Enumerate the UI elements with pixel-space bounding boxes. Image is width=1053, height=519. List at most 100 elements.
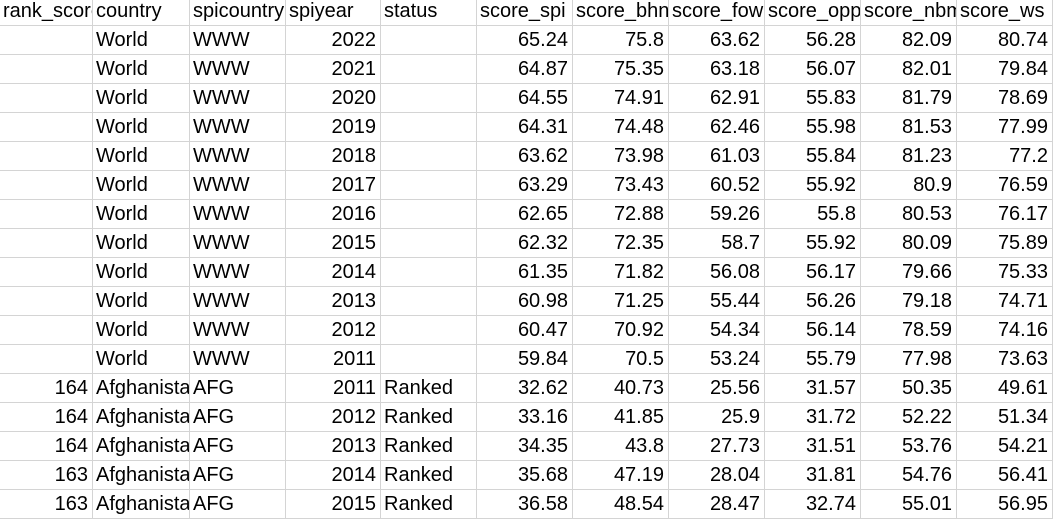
cell-spiyear[interactable]: 2012 bbox=[286, 403, 381, 432]
cell-score-fow[interactable]: 53.24 bbox=[669, 345, 765, 374]
cell-score-ws[interactable]: 77.2 bbox=[957, 142, 1053, 171]
cell-score-fow[interactable]: 25.56 bbox=[669, 374, 765, 403]
cell-status[interactable] bbox=[381, 171, 477, 200]
cell-spicountrycode[interactable]: WWW bbox=[190, 316, 286, 345]
cell-status[interactable]: Ranked bbox=[381, 490, 477, 519]
column-header-score-spi[interactable]: score_spi bbox=[477, 0, 573, 26]
cell-score-ws[interactable]: 56.41 bbox=[957, 461, 1053, 490]
cell-status[interactable] bbox=[381, 84, 477, 113]
cell-spicountrycode[interactable]: WWW bbox=[190, 171, 286, 200]
cell-spiyear[interactable]: 2014 bbox=[286, 461, 381, 490]
cell-country[interactable]: World bbox=[93, 84, 190, 113]
cell-score-opp[interactable]: 55.84 bbox=[765, 142, 861, 171]
cell-spiyear[interactable]: 2014 bbox=[286, 258, 381, 287]
cell-score-opp[interactable]: 31.51 bbox=[765, 432, 861, 461]
cell-score-opp[interactable]: 55.92 bbox=[765, 229, 861, 258]
cell-status[interactable] bbox=[381, 345, 477, 374]
cell-spiyear[interactable]: 2013 bbox=[286, 432, 381, 461]
cell-spicountrycode[interactable]: AFG bbox=[190, 461, 286, 490]
cell-spiyear[interactable]: 2011 bbox=[286, 374, 381, 403]
cell-spicountrycode[interactable]: AFG bbox=[190, 374, 286, 403]
cell-score-opp[interactable]: 56.14 bbox=[765, 316, 861, 345]
cell-score-ws[interactable]: 75.33 bbox=[957, 258, 1053, 287]
cell-status[interactable]: Ranked bbox=[381, 461, 477, 490]
cell-score-opp[interactable]: 56.26 bbox=[765, 287, 861, 316]
cell-score-fow[interactable]: 63.62 bbox=[669, 26, 765, 55]
cell-rank-score-spi[interactable] bbox=[0, 229, 93, 258]
cell-score-bhn[interactable]: 74.91 bbox=[573, 84, 669, 113]
cell-spiyear[interactable]: 2022 bbox=[286, 26, 381, 55]
cell-spiyear[interactable]: 2018 bbox=[286, 142, 381, 171]
cell-score-bhn[interactable]: 40.73 bbox=[573, 374, 669, 403]
cell-rank-score-spi[interactable]: 164 bbox=[0, 403, 93, 432]
cell-country[interactable]: Afghanistan bbox=[93, 461, 190, 490]
cell-score-spi[interactable]: 60.47 bbox=[477, 316, 573, 345]
cell-score-ws[interactable]: 77.99 bbox=[957, 113, 1053, 142]
cell-spiyear[interactable]: 2012 bbox=[286, 316, 381, 345]
cell-score-spi[interactable]: 63.29 bbox=[477, 171, 573, 200]
column-header-score-nbmn[interactable]: score_nbmn bbox=[861, 0, 957, 26]
cell-score-opp[interactable]: 55.98 bbox=[765, 113, 861, 142]
column-header-score-ws[interactable]: score_ws bbox=[957, 0, 1053, 26]
column-header-score-bhn[interactable]: score_bhn bbox=[573, 0, 669, 26]
cell-rank-score-spi[interactable] bbox=[0, 84, 93, 113]
cell-score-spi[interactable]: 62.65 bbox=[477, 200, 573, 229]
cell-score-bhn[interactable]: 71.25 bbox=[573, 287, 669, 316]
cell-score-opp[interactable]: 55.8 bbox=[765, 200, 861, 229]
cell-score-nbmn[interactable]: 81.23 bbox=[861, 142, 957, 171]
cell-rank-score-spi[interactable] bbox=[0, 200, 93, 229]
cell-spiyear[interactable]: 2011 bbox=[286, 345, 381, 374]
column-header-score-fow[interactable]: score_fow bbox=[669, 0, 765, 26]
cell-status[interactable]: Ranked bbox=[381, 432, 477, 461]
cell-score-ws[interactable]: 80.74 bbox=[957, 26, 1053, 55]
cell-score-opp[interactable]: 55.92 bbox=[765, 171, 861, 200]
cell-score-fow[interactable]: 58.7 bbox=[669, 229, 765, 258]
cell-rank-score-spi[interactable] bbox=[0, 113, 93, 142]
cell-score-bhn[interactable]: 70.92 bbox=[573, 316, 669, 345]
cell-score-bhn[interactable]: 70.5 bbox=[573, 345, 669, 374]
cell-score-fow[interactable]: 63.18 bbox=[669, 55, 765, 84]
cell-score-ws[interactable]: 75.89 bbox=[957, 229, 1053, 258]
cell-score-opp[interactable]: 56.07 bbox=[765, 55, 861, 84]
cell-country[interactable]: World bbox=[93, 171, 190, 200]
cell-status[interactable] bbox=[381, 26, 477, 55]
cell-spicountrycode[interactable]: WWW bbox=[190, 258, 286, 287]
cell-status[interactable] bbox=[381, 142, 477, 171]
cell-status[interactable] bbox=[381, 200, 477, 229]
cell-status[interactable] bbox=[381, 55, 477, 84]
cell-status[interactable] bbox=[381, 287, 477, 316]
cell-score-spi[interactable]: 62.32 bbox=[477, 229, 573, 258]
cell-country[interactable]: World bbox=[93, 113, 190, 142]
cell-score-bhn[interactable]: 71.82 bbox=[573, 258, 669, 287]
cell-score-nbmn[interactable]: 80.9 bbox=[861, 171, 957, 200]
cell-score-bhn[interactable]: 75.8 bbox=[573, 26, 669, 55]
cell-spiyear[interactable]: 2013 bbox=[286, 287, 381, 316]
cell-spicountrycode[interactable]: WWW bbox=[190, 55, 286, 84]
cell-spicountrycode[interactable]: WWW bbox=[190, 142, 286, 171]
cell-score-ws[interactable]: 74.16 bbox=[957, 316, 1053, 345]
cell-status[interactable]: Ranked bbox=[381, 374, 477, 403]
cell-rank-score-spi[interactable]: 164 bbox=[0, 432, 93, 461]
cell-spiyear[interactable]: 2019 bbox=[286, 113, 381, 142]
cell-country[interactable]: World bbox=[93, 55, 190, 84]
cell-score-fow[interactable]: 25.9 bbox=[669, 403, 765, 432]
cell-score-spi[interactable]: 64.55 bbox=[477, 84, 573, 113]
cell-score-spi[interactable]: 61.35 bbox=[477, 258, 573, 287]
cell-country[interactable]: World bbox=[93, 142, 190, 171]
cell-score-bhn[interactable]: 47.19 bbox=[573, 461, 669, 490]
cell-score-spi[interactable]: 59.84 bbox=[477, 345, 573, 374]
cell-country[interactable]: Afghanistan bbox=[93, 490, 190, 519]
cell-score-nbmn[interactable]: 82.09 bbox=[861, 26, 957, 55]
cell-score-fow[interactable]: 28.04 bbox=[669, 461, 765, 490]
column-header-score-opp[interactable]: score_opp bbox=[765, 0, 861, 26]
cell-score-ws[interactable]: 51.34 bbox=[957, 403, 1053, 432]
cell-score-opp[interactable]: 56.17 bbox=[765, 258, 861, 287]
cell-score-fow[interactable]: 54.34 bbox=[669, 316, 765, 345]
cell-score-fow[interactable]: 27.73 bbox=[669, 432, 765, 461]
cell-spiyear[interactable]: 2015 bbox=[286, 229, 381, 258]
cell-score-spi[interactable]: 65.24 bbox=[477, 26, 573, 55]
cell-score-opp[interactable]: 56.28 bbox=[765, 26, 861, 55]
cell-country[interactable]: Afghanistan bbox=[93, 403, 190, 432]
cell-spiyear[interactable]: 2015 bbox=[286, 490, 381, 519]
cell-spicountrycode[interactable]: WWW bbox=[190, 287, 286, 316]
